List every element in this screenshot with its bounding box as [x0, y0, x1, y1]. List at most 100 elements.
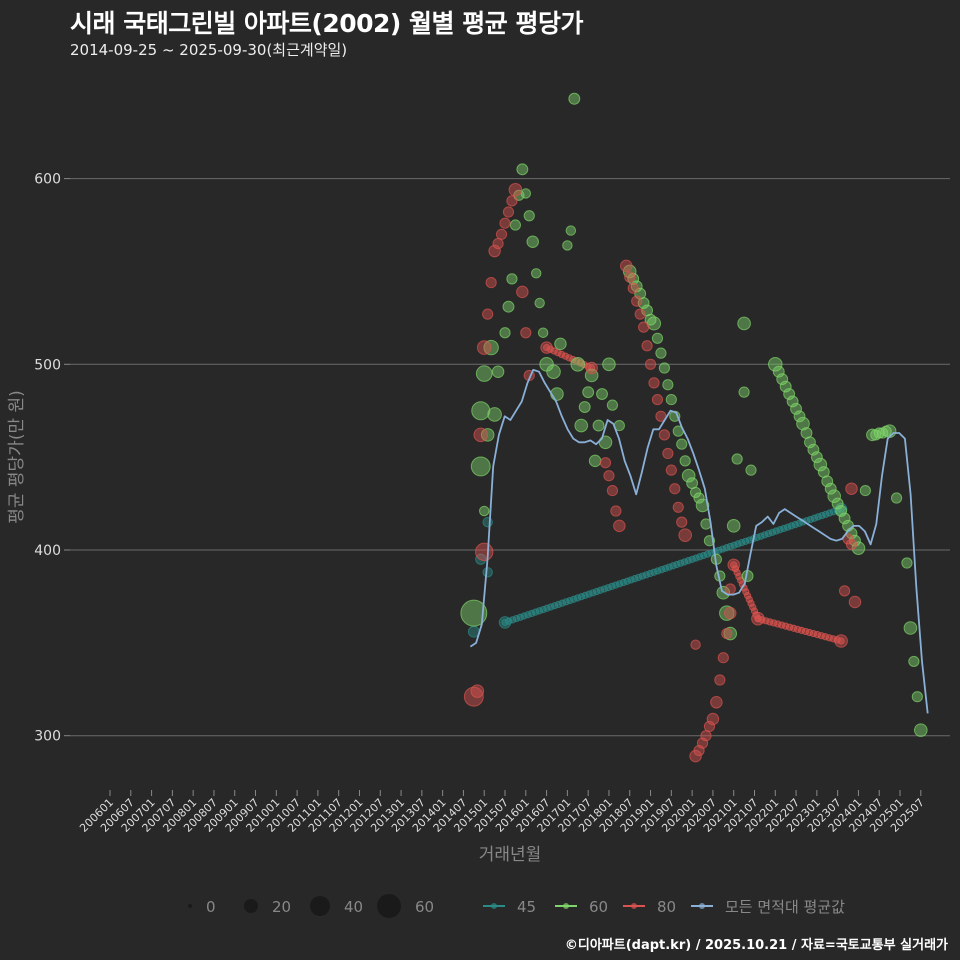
data-point [779, 380, 792, 393]
data-point [471, 401, 491, 421]
data-point [717, 652, 729, 664]
data-point [731, 453, 743, 465]
data-point [599, 457, 612, 469]
color-legend-label: 모든 면적대 평균값 [725, 898, 845, 916]
data-point [502, 300, 515, 313]
average-price-line [469, 369, 929, 714]
data-point [838, 512, 851, 525]
data-point [658, 362, 671, 374]
data-point [651, 332, 664, 344]
data-point [689, 749, 702, 763]
y-tick-label: 400 [34, 543, 61, 559]
data-point [786, 395, 799, 408]
data-point [475, 542, 494, 562]
size-legend-label: 0 [206, 898, 216, 916]
data-point [540, 341, 553, 354]
chart-title: 시래 국태그린빌 아파트(2002) 월별 평균 평당가 [70, 9, 583, 38]
color-legend-dot [491, 903, 497, 909]
data-point [554, 337, 567, 351]
data-point [516, 163, 529, 176]
data-point [914, 723, 928, 737]
data-point [624, 271, 636, 283]
data-point [606, 399, 619, 411]
data-point [721, 627, 733, 640]
data-point [568, 92, 581, 105]
data-point [546, 364, 561, 380]
data-point [598, 435, 613, 450]
data-point [662, 379, 674, 391]
data-point [726, 519, 741, 533]
chart-subtitle: 2014-09-25 ~ 2025-09-30(최근계약일) [70, 41, 348, 59]
size-legend-dot [310, 896, 330, 916]
data-point [470, 684, 485, 698]
data-point [602, 357, 616, 372]
data-point [475, 553, 487, 565]
data-point [695, 498, 710, 513]
data-point [903, 621, 918, 635]
data-point [488, 244, 501, 258]
data-point [803, 436, 816, 449]
data-point [658, 429, 671, 441]
data-point [582, 386, 595, 399]
y-tick-label: 600 [34, 172, 61, 188]
data-point [534, 297, 545, 309]
color-legend-label: 80 [657, 898, 676, 916]
data-point [475, 365, 493, 382]
data-point [585, 361, 598, 375]
data-point [506, 195, 518, 207]
data-point [646, 316, 662, 331]
data-point [831, 497, 844, 510]
color-legend-dot [699, 903, 705, 909]
data-point [482, 516, 493, 528]
data-point [665, 393, 677, 406]
data-point [873, 427, 885, 439]
data-point [745, 464, 757, 476]
data-point [516, 285, 529, 299]
source-caption: ©디아파트(dapt.kr) / 2025.10.21 / 자료=국토교통부 실… [564, 938, 948, 953]
data-point [499, 217, 511, 229]
data-point [651, 393, 664, 406]
data-point [620, 259, 633, 273]
data-point [724, 583, 736, 595]
data-point [520, 188, 532, 199]
data-point [807, 443, 820, 456]
data-point [634, 308, 646, 320]
data-point [690, 639, 701, 650]
data-point [570, 357, 586, 372]
data-point [648, 377, 660, 389]
data-point [710, 696, 723, 709]
data-point [723, 626, 738, 641]
data-point [520, 327, 532, 339]
data-point [727, 558, 740, 572]
data-point [502, 206, 515, 218]
color-legend-label: 45 [517, 898, 536, 916]
data-point [479, 505, 490, 517]
data-point [796, 416, 810, 431]
data-point [813, 457, 828, 472]
data-point [838, 585, 851, 597]
color-legend-label: 60 [589, 898, 608, 916]
data-point [859, 484, 871, 497]
data-point [509, 219, 522, 231]
size-legend-dot [188, 904, 192, 908]
data-point [890, 492, 903, 504]
data-point [495, 228, 508, 240]
data-point [693, 492, 705, 504]
data-point [596, 388, 608, 400]
data-point [679, 455, 691, 467]
data-point [482, 567, 493, 578]
size-legend-dot [244, 899, 258, 913]
legend: 0 20 40 60 45 60 80 모든 면적대 평균값 [188, 894, 845, 918]
data-point [834, 634, 848, 648]
size-legend-dot [377, 894, 401, 918]
data-point [530, 268, 542, 279]
data-point [851, 541, 866, 555]
data-point [662, 447, 674, 460]
y-gridlines [70, 178, 950, 737]
data-point [638, 321, 650, 333]
data-point [845, 482, 858, 495]
color-legend-dot [563, 903, 569, 909]
data-point [845, 538, 858, 551]
data-point [689, 486, 702, 499]
data-point [824, 482, 837, 495]
